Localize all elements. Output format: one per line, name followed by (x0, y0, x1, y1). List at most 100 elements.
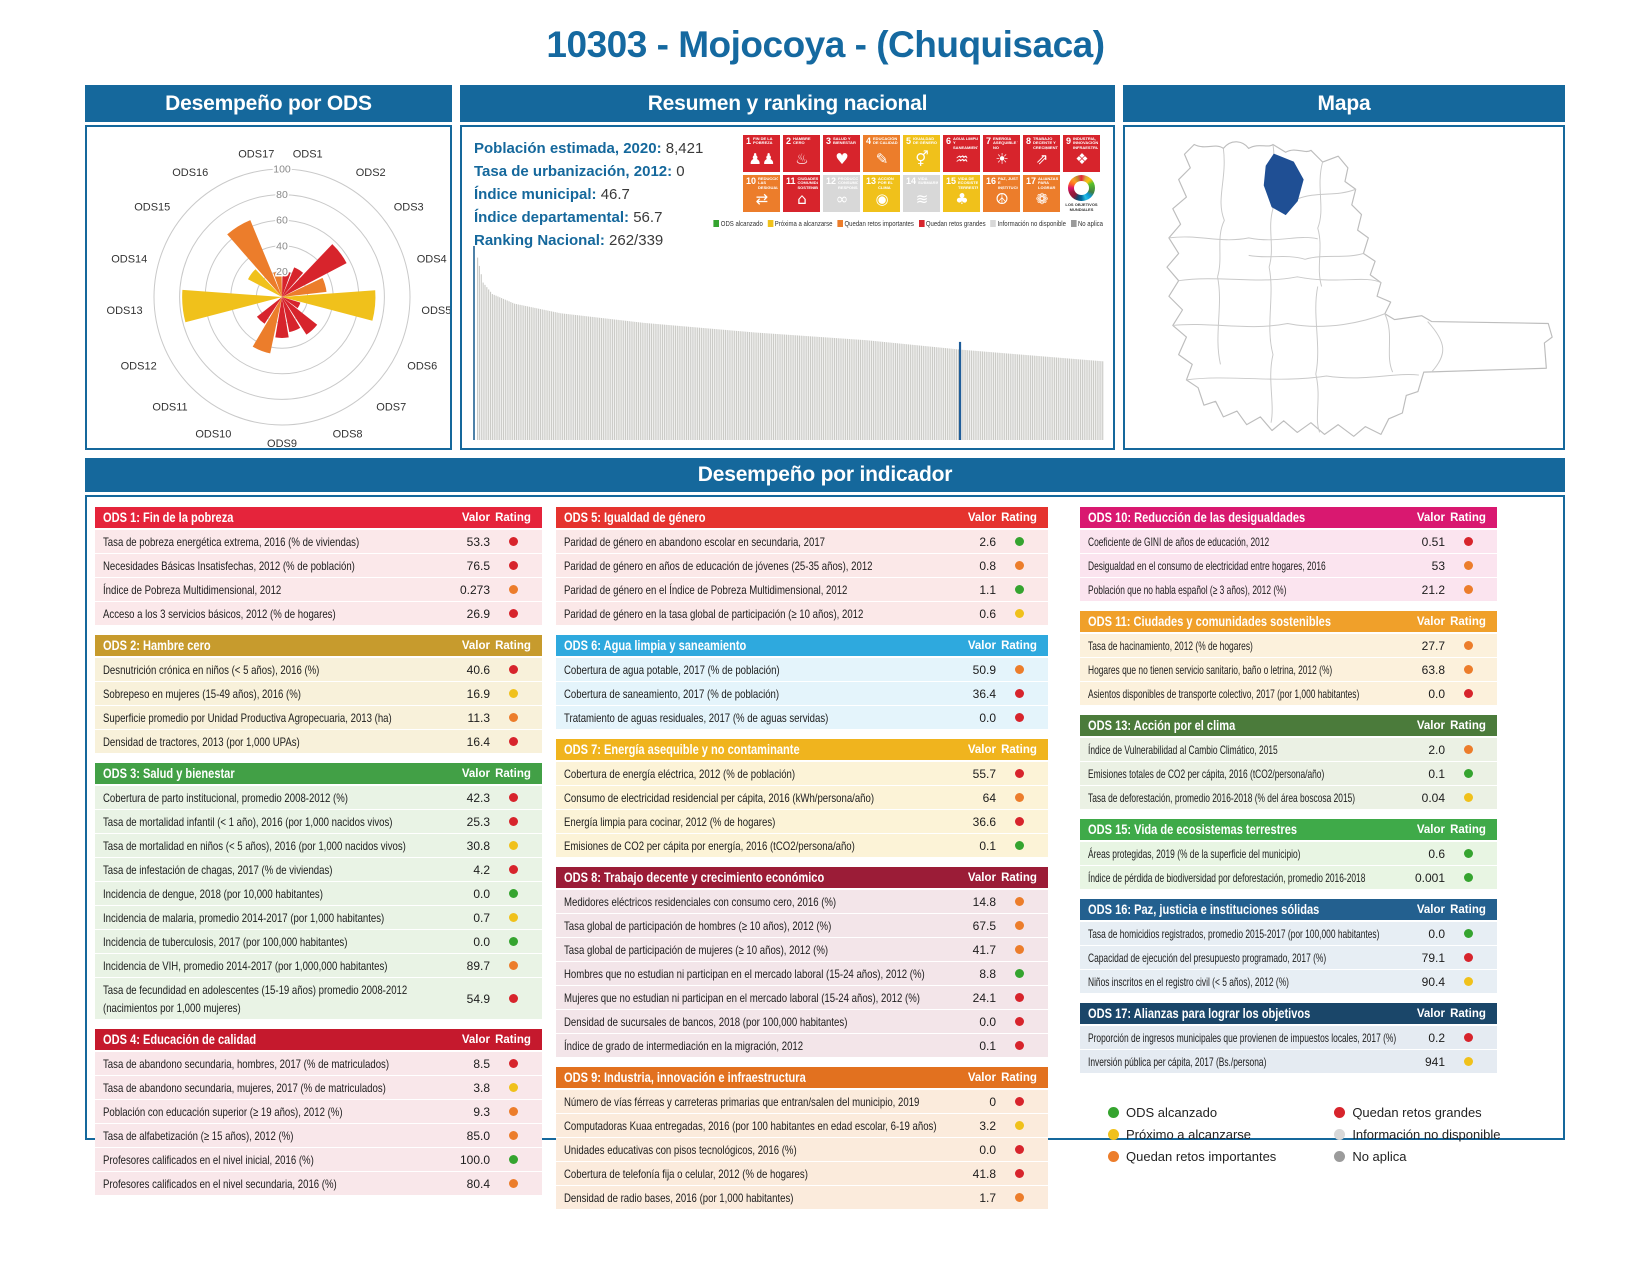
ranking-bar (674, 325, 677, 440)
rating-legend-item-0: ODS alcanzado (1108, 1105, 1276, 1120)
indicator-label: Desigualdad en el consumo de electricida… (1088, 558, 1326, 573)
ranking-bar (525, 305, 527, 440)
rating-dot-red (508, 865, 518, 874)
indicator-label: Tasa de abandono secundaria, mujeres, 20… (103, 1080, 386, 1095)
rating-legend-label: Información no disponible (1352, 1127, 1501, 1142)
indicator-table-ods7: ODS 7: Energía asequible y no contaminan… (556, 739, 1048, 858)
radar-wedge-ODS1 (282, 271, 291, 297)
ranking-bar (998, 352, 1000, 440)
indicator-value: 0.8 (979, 558, 996, 573)
sdg-icon-1: 1 Fin de la pobreza ♟♟ (743, 135, 780, 172)
sdg-icon-top: 14Vida submarina (906, 177, 938, 190)
radar-wedge-ODS4 (282, 277, 327, 297)
ranking-bar (750, 332, 752, 440)
ranking-bar (1024, 354, 1026, 440)
indicator-value: 36.4 (972, 686, 996, 701)
sdg-icon-17: 17Alianzas para lograr los objetivos❁ (1023, 175, 1060, 212)
table-title: ODS 10: Reducción de las desigualdades (1088, 510, 1306, 525)
indicator-label-cell: Emisiones totales de CO2 per cápita, 201… (1088, 765, 1399, 783)
ranking-bar (486, 287, 488, 440)
sdg-icon-6: 6Agua limpia y saneamiento♒ (943, 135, 980, 172)
ranking-bar (833, 337, 836, 440)
indicator-rating-cell (490, 1155, 536, 1164)
ranking-bar (512, 302, 514, 440)
indicator-label: Tasa de fecundidad en adolescentes (15-1… (103, 982, 408, 997)
sdg-icon-glyph: ◉ (875, 190, 889, 208)
table-rating-header: Rating (495, 1033, 531, 1046)
table-title: ODS 8: Trabajo decente y crecimiento eco… (564, 870, 825, 885)
ranking-bar (989, 352, 991, 440)
ranking-bar (800, 335, 802, 440)
sdg-icon-glyph: ❖ (1075, 150, 1089, 168)
table-title: ODS 5: Igualdad de género (564, 510, 706, 525)
ranking-bar (950, 348, 952, 440)
indicator-label: Tasa de homicidios registrados, promedio… (1088, 926, 1380, 941)
ranking-bar (673, 325, 675, 440)
indicator-label: Índice de Pobreza Multidimensional, 2012 (103, 582, 282, 597)
ranking-bar (880, 341, 882, 440)
indicator-label-cell: Cobertura de parto institucional, promed… (103, 789, 444, 807)
ranking-bar (599, 317, 601, 440)
indicator-rating-cell (490, 609, 536, 618)
ranking-bar (528, 306, 530, 440)
ranking-bar (504, 299, 506, 440)
ranking-bar (776, 334, 778, 440)
ranking-bar (671, 325, 673, 440)
table-title: ODS 4: Educación de calidad (103, 1032, 257, 1047)
rating-dot-yellow (508, 841, 518, 850)
indicator-rating-cell (490, 1059, 536, 1068)
indicator-label-cell: Tasa de mortalidad en niños (< 5 años), … (103, 837, 444, 855)
sdg-icon-number: 1 (746, 137, 752, 146)
legend-dot-orange (1108, 1151, 1119, 1162)
indicator-rating-cell (996, 1169, 1042, 1178)
indicator-label: Capacidad de ejecución del presupuesto p… (1088, 950, 1327, 965)
ranking-bar (848, 339, 850, 440)
ranking-bar (1089, 360, 1091, 440)
table-row: Tasa de hacinamiento, 2012 (% de hogares… (1080, 634, 1497, 658)
table-body-ods11: Tasa de hacinamiento, 2012 (% de hogares… (1080, 634, 1497, 706)
indicator-rating-cell (490, 994, 536, 1003)
sdg-icon-top: 3 Salud y bienestar (826, 137, 858, 150)
rating-legend-label: ODS alcanzado (1126, 1105, 1218, 1120)
sdg-icon-top: 13 Acción por el clima (866, 177, 898, 190)
ranking-bar (1081, 359, 1083, 440)
sdg-icon-number: 14 (906, 177, 917, 186)
rating-dot-yellow (1014, 609, 1024, 618)
ranking-bar (1057, 357, 1059, 440)
ranking-bar (759, 332, 762, 440)
ranking-bar (1072, 358, 1074, 440)
icon-legend-label: Próxima a alcanzarse (774, 219, 833, 228)
page-title: 10303 - Mojocoya - (Chuquisaca) (546, 24, 1105, 65)
indicator-value: 1.7 (979, 1190, 996, 1205)
indicator-label: Computadoras Kuaa entregadas, 2016 (por … (564, 1118, 937, 1133)
ranking-bar (1091, 360, 1093, 440)
icon-legend-item-2: Quedan retos importantes (837, 219, 914, 228)
indicator-rating-cell (490, 841, 536, 850)
ranking-bar (1079, 359, 1082, 440)
indicator-value: 0.51 (1421, 534, 1445, 549)
panel-resumen-ranking: Resumen y ranking nacional Población est… (460, 85, 1115, 450)
ranking-bar (954, 349, 956, 440)
rating-dot-green (1014, 585, 1024, 594)
ranking-bar (741, 331, 743, 440)
ranking-bar (778, 334, 780, 440)
ranking-bar (765, 333, 767, 440)
indicator-value: 8.8 (979, 966, 996, 981)
radar-label-ODS11: ODS11 (152, 402, 187, 414)
ranking-bar (543, 309, 545, 440)
ranking-bar (580, 315, 582, 440)
ranking-bar (754, 332, 756, 440)
table-body-ods4: Tasa de abandono secundaria, hombres, 20… (95, 1052, 542, 1196)
table-row: Paridad de género en la tasa global de p… (556, 602, 1048, 626)
sdg-icon-glyph: ♥ (835, 150, 849, 168)
ranking-bar (1078, 359, 1080, 440)
indicator-rating-cell (996, 1017, 1042, 1026)
table-row: Computadoras Kuaa entregadas, 2016 (por … (556, 1114, 1048, 1138)
ranking-bar (1098, 360, 1100, 440)
ranking-bar (721, 329, 723, 440)
indicator-label: Incidencia de malaria, promedio 2014-201… (103, 910, 385, 925)
ranking-bar (870, 340, 873, 440)
table-row: Áreas protegidas, 2019 (% de la superfic… (1080, 842, 1497, 866)
sdg-icon-title: Acción por el clima (878, 177, 894, 190)
rating-dot-orange (508, 585, 518, 594)
